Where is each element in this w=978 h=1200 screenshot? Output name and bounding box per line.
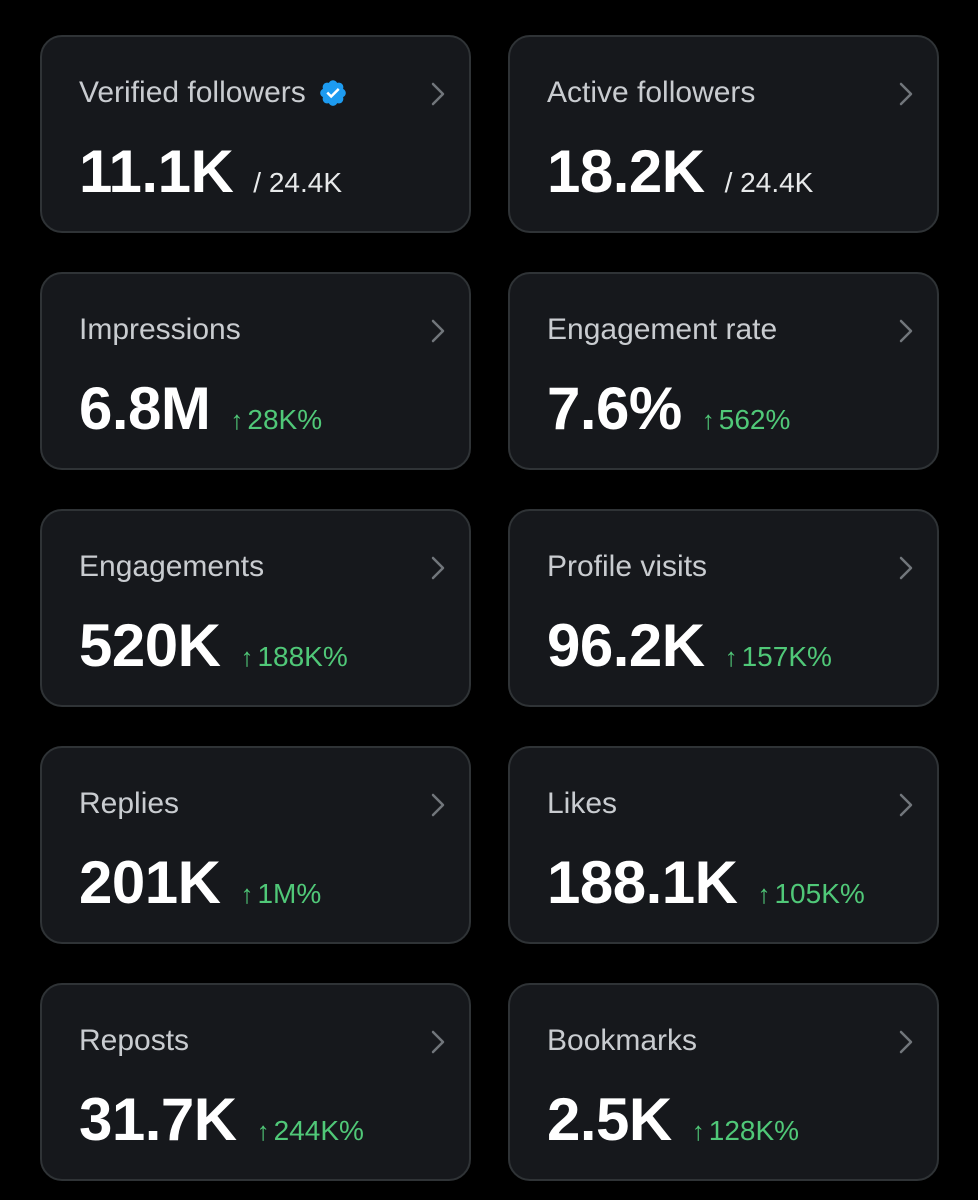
card-likes[interactable]: Likes 188.1K ↑ 105K% xyxy=(508,746,939,944)
card-profile-visits[interactable]: Profile visits 96.2K ↑ 157K% xyxy=(508,509,939,707)
card-reposts[interactable]: Reposts 31.7K ↑ 244K% xyxy=(40,983,471,1181)
card-bookmarks[interactable]: Bookmarks 2.5K ↑ 128K% xyxy=(508,983,939,1181)
card-impressions[interactable]: Impressions 6.8M ↑ 28K% xyxy=(40,272,471,470)
arrow-up-icon: ↑ xyxy=(240,642,254,672)
change-indicator: ↑ 244K% xyxy=(257,1115,364,1147)
arrow-up-icon: ↑ xyxy=(757,879,771,909)
value-row: 11.1K / 24.4K xyxy=(79,137,342,207)
card-label-wrapper: Engagement rate xyxy=(547,312,777,348)
analytics-card-grid: Verified followers 11.1K / 24.4K Active … xyxy=(40,35,939,1181)
arrow-up-icon: ↑ xyxy=(691,1116,705,1146)
change-indicator: ↑ 157K% xyxy=(725,641,832,673)
change-value: 128K% xyxy=(708,1115,800,1146)
card-value: 96.2K xyxy=(547,612,705,679)
card-label-wrapper: Impressions xyxy=(79,312,241,348)
card-label: Replies xyxy=(79,787,180,820)
chevron-right-icon xyxy=(431,793,445,817)
chevron-right-icon xyxy=(899,793,913,817)
value-row: 7.6% ↑ 562% xyxy=(547,374,790,444)
arrow-up-icon: ↑ xyxy=(256,1116,270,1146)
arrow-up-icon: ↑ xyxy=(230,405,244,435)
card-label: Impressions xyxy=(79,313,241,346)
card-active-followers[interactable]: Active followers 18.2K / 24.4K xyxy=(508,35,939,233)
card-label: Engagement rate xyxy=(547,313,778,346)
card-value: 6.8M xyxy=(79,375,211,442)
card-verified-followers[interactable]: Verified followers 11.1K / 24.4K xyxy=(40,35,471,233)
card-label-wrapper: Replies xyxy=(79,786,179,822)
card-value: 11.1K xyxy=(79,138,234,205)
card-label-wrapper: Profile visits xyxy=(547,549,707,585)
card-value: 2.5K xyxy=(547,1086,672,1153)
value-row: 96.2K ↑ 157K% xyxy=(547,611,832,681)
card-label-wrapper: Engagements xyxy=(79,549,264,585)
card-label-wrapper: Likes xyxy=(547,786,617,822)
card-label: Bookmarks xyxy=(547,1024,698,1057)
card-label-wrapper: Reposts xyxy=(79,1023,189,1059)
change-indicator: ↑ 128K% xyxy=(692,1115,799,1147)
chevron-right-icon xyxy=(431,556,445,580)
chevron-right-icon xyxy=(899,82,913,106)
card-engagement-rate[interactable]: Engagement rate 7.6% ↑ 562% xyxy=(508,272,939,470)
change-value: 105K% xyxy=(774,878,865,909)
card-value: 188.1K xyxy=(547,849,738,916)
change-value: 28K% xyxy=(247,404,323,435)
value-row: 201K ↑ 1M% xyxy=(79,848,321,918)
card-replies[interactable]: Replies 201K ↑ 1M% xyxy=(40,746,471,944)
card-total: / 24.4K xyxy=(724,167,814,198)
card-label-wrapper: Bookmarks xyxy=(547,1023,697,1059)
change-value: 562% xyxy=(718,404,791,435)
card-value: 31.7K xyxy=(79,1086,237,1153)
arrow-up-icon: ↑ xyxy=(724,642,738,672)
value-row: 2.5K ↑ 128K% xyxy=(547,1085,799,1155)
card-label: Profile visits xyxy=(547,550,708,583)
value-row: 520K ↑ 188K% xyxy=(79,611,348,681)
change-indicator: ↑ 105K% xyxy=(757,878,864,910)
arrow-up-icon: ↑ xyxy=(240,879,254,909)
card-label: Verified followers xyxy=(79,76,306,109)
value-row: 188.1K ↑ 105K% xyxy=(547,848,865,918)
card-label: Likes xyxy=(547,787,618,820)
value-row: 18.2K / 24.4K xyxy=(547,137,813,207)
arrow-up-icon: ↑ xyxy=(701,405,715,435)
chevron-right-icon xyxy=(899,1030,913,1054)
change-indicator: ↑ 28K% xyxy=(230,404,322,436)
change-indicator: ↑ 188K% xyxy=(240,641,347,673)
value-row: 6.8M ↑ 28K% xyxy=(79,374,322,444)
chevron-right-icon xyxy=(431,1030,445,1054)
verified-badge-icon xyxy=(319,80,346,106)
chevron-right-icon xyxy=(899,556,913,580)
card-value: 18.2K xyxy=(547,138,705,205)
card-label-wrapper: Verified followers xyxy=(79,75,348,111)
chevron-right-icon xyxy=(431,319,445,343)
change-indicator: ↑ 562% xyxy=(702,404,791,436)
card-total: / 24.4K xyxy=(253,167,343,198)
value-row: 31.7K ↑ 244K% xyxy=(79,1085,364,1155)
change-value: 157K% xyxy=(741,641,832,672)
change-indicator: ↑ 1M% xyxy=(240,878,321,910)
chevron-right-icon xyxy=(431,82,445,106)
card-value: 201K xyxy=(79,849,221,916)
card-label: Engagements xyxy=(79,550,265,583)
change-value: 1M% xyxy=(257,878,322,909)
card-label: Reposts xyxy=(79,1024,190,1057)
change-value: 244K% xyxy=(273,1115,364,1146)
card-label-wrapper: Active followers xyxy=(547,75,755,111)
card-value: 520K xyxy=(79,612,221,679)
card-value: 7.6% xyxy=(547,375,682,442)
chevron-right-icon xyxy=(899,319,913,343)
card-engagements[interactable]: Engagements 520K ↑ 188K% xyxy=(40,509,471,707)
card-label: Active followers xyxy=(547,76,756,109)
change-value: 188K% xyxy=(257,641,348,672)
